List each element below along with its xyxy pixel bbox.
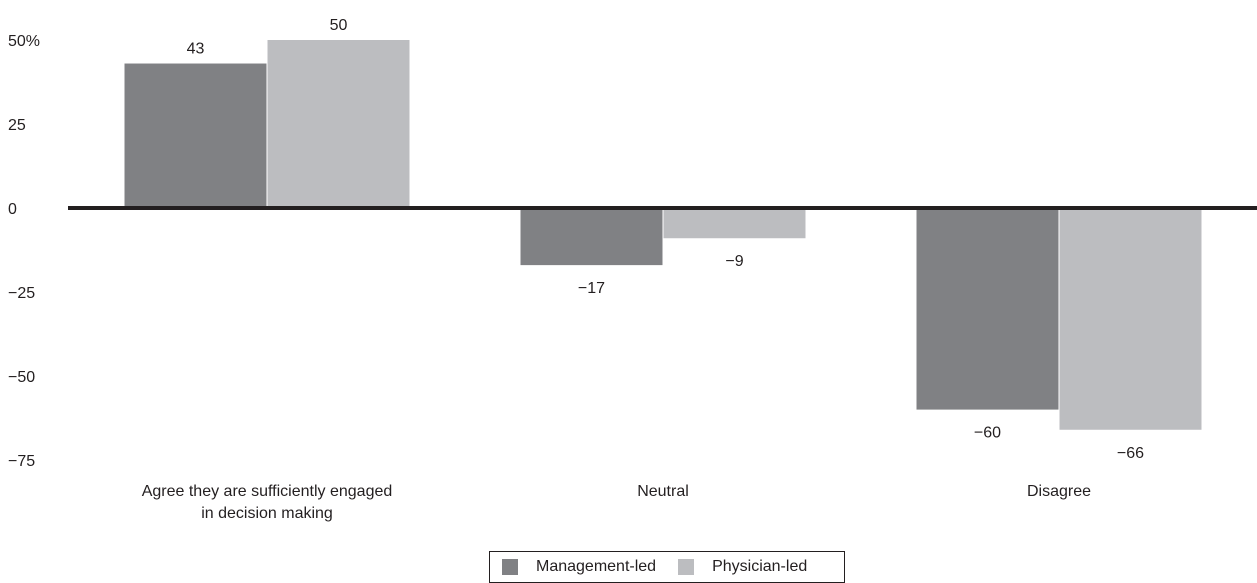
y-tick-label: 50% bbox=[8, 33, 40, 50]
bar-physician bbox=[267, 40, 410, 208]
bars bbox=[124, 40, 1202, 430]
bar-management bbox=[916, 208, 1059, 410]
data-label: 43 bbox=[187, 41, 205, 58]
legend-swatch-management bbox=[502, 559, 518, 575]
bar-physician bbox=[1059, 208, 1202, 430]
y-tick-label: −25 bbox=[8, 285, 35, 302]
legend-label-physician: Physician-led bbox=[712, 558, 808, 575]
bar-management bbox=[520, 208, 663, 266]
category-labels: Agree they are sufficiently engaged in de… bbox=[142, 483, 1091, 522]
data-label: −60 bbox=[974, 425, 1001, 442]
data-labels: 43 −17 −60 50 −9 −66 bbox=[187, 17, 1145, 462]
y-tick-label: −50 bbox=[8, 369, 35, 386]
data-label: −66 bbox=[1117, 445, 1144, 462]
data-label: 50 bbox=[330, 17, 348, 34]
legend-item-physician: Physician-led bbox=[678, 558, 807, 576]
category-label: Neutral bbox=[637, 483, 689, 500]
y-tick-label: 25 bbox=[8, 117, 26, 134]
legend: Management-led Physician-led bbox=[489, 551, 845, 583]
category-label: Disagree bbox=[1027, 483, 1091, 500]
bar-chart: 50% 25 0 −25 −50 −75 43 −17 −60 50 −9 −66 Agree th… bbox=[8, 17, 1257, 522]
data-label: −17 bbox=[578, 280, 605, 297]
bar-management bbox=[124, 63, 267, 208]
y-tick-label: 0 bbox=[8, 201, 17, 218]
legend-swatch-physician bbox=[678, 559, 695, 575]
y-axis-ticks: 50% 25 0 −25 −50 −75 bbox=[8, 33, 40, 470]
data-label: −9 bbox=[725, 253, 743, 270]
category-label: Agree they are sufficiently engaged bbox=[142, 483, 393, 500]
y-tick-label: −75 bbox=[8, 453, 35, 470]
legend-label-management: Management-led bbox=[536, 558, 657, 575]
category-label: in decision making bbox=[201, 505, 333, 522]
legend-item-management: Management-led bbox=[502, 558, 656, 576]
bar-physician bbox=[663, 208, 806, 239]
